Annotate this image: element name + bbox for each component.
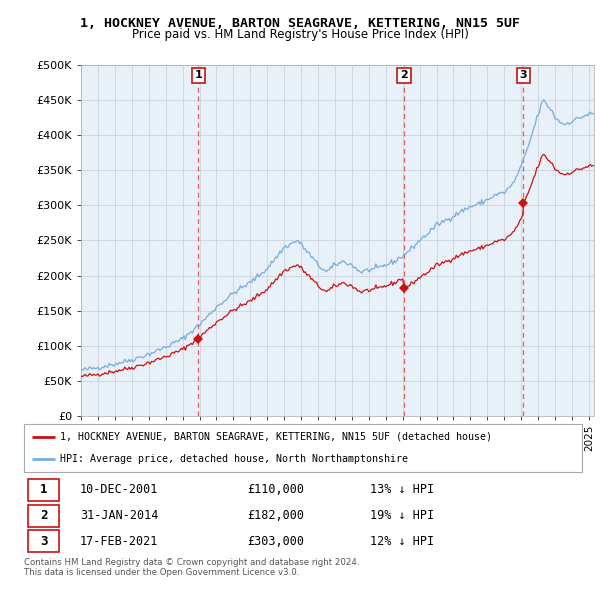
Text: £110,000: £110,000 — [247, 483, 304, 496]
Bar — [28, 479, 59, 501]
Text: £303,000: £303,000 — [247, 535, 304, 548]
Text: Price paid vs. HM Land Registry's House Price Index (HPI): Price paid vs. HM Land Registry's House … — [131, 28, 469, 41]
Text: 3: 3 — [40, 535, 47, 548]
Text: 13% ↓ HPI: 13% ↓ HPI — [370, 483, 434, 496]
Text: 3: 3 — [520, 70, 527, 80]
Text: £182,000: £182,000 — [247, 509, 304, 522]
Text: 1, HOCKNEY AVENUE, BARTON SEAGRAVE, KETTERING, NN15 5UF: 1, HOCKNEY AVENUE, BARTON SEAGRAVE, KETT… — [80, 17, 520, 30]
Text: 12% ↓ HPI: 12% ↓ HPI — [370, 535, 434, 548]
Text: 10-DEC-2001: 10-DEC-2001 — [80, 483, 158, 496]
Bar — [28, 530, 59, 552]
Text: 1, HOCKNEY AVENUE, BARTON SEAGRAVE, KETTERING, NN15 5UF (detached house): 1, HOCKNEY AVENUE, BARTON SEAGRAVE, KETT… — [60, 432, 492, 442]
Text: 19% ↓ HPI: 19% ↓ HPI — [370, 509, 434, 522]
Text: 1: 1 — [40, 483, 47, 496]
Text: HPI: Average price, detached house, North Northamptonshire: HPI: Average price, detached house, Nort… — [60, 454, 408, 464]
Text: Contains HM Land Registry data © Crown copyright and database right 2024.
This d: Contains HM Land Registry data © Crown c… — [24, 558, 359, 577]
Text: 2: 2 — [40, 509, 47, 522]
Text: 1: 1 — [194, 70, 202, 80]
Bar — [28, 505, 59, 526]
Text: 2: 2 — [400, 70, 408, 80]
Text: 31-JAN-2014: 31-JAN-2014 — [80, 509, 158, 522]
Text: 17-FEB-2021: 17-FEB-2021 — [80, 535, 158, 548]
